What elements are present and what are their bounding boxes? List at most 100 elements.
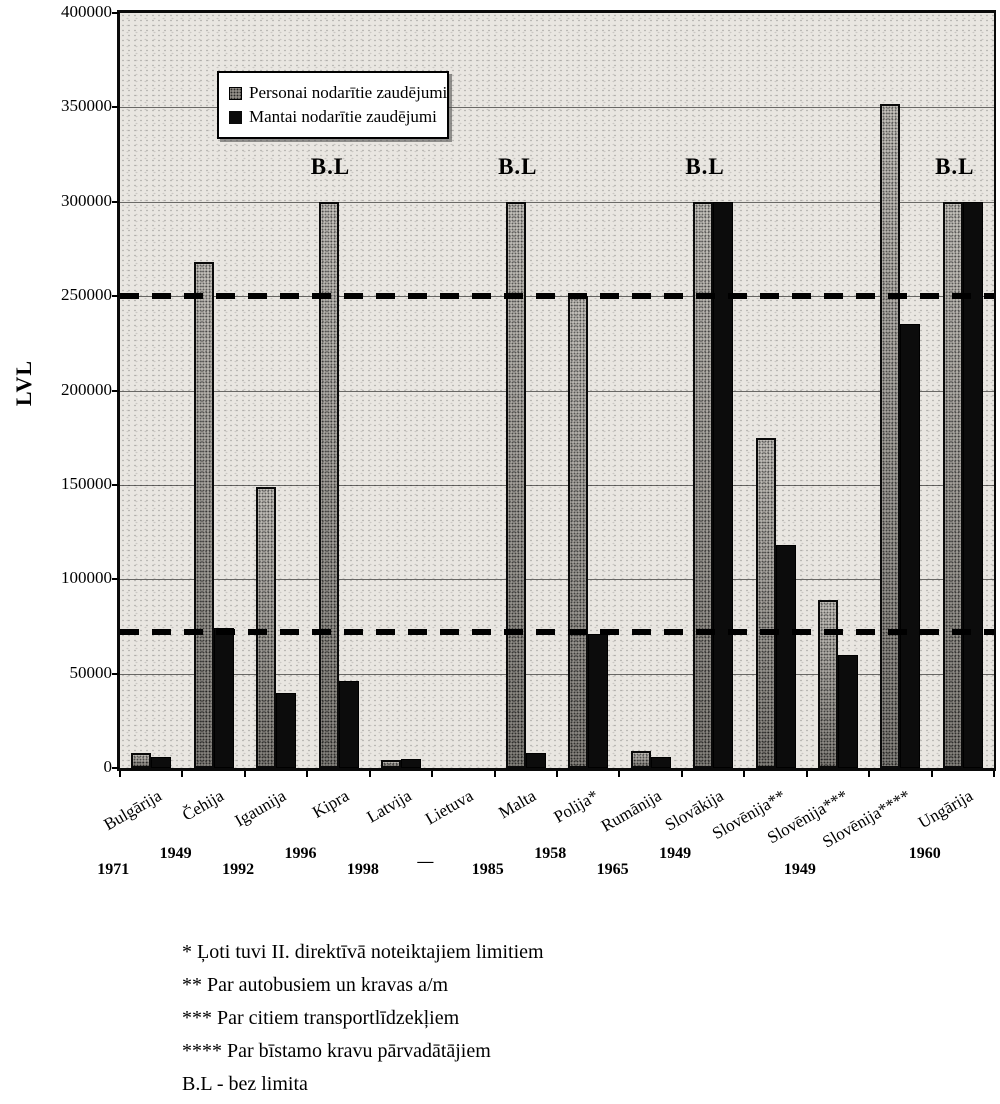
bar-mantai-Slovēnija**** <box>900 324 921 768</box>
year-label-Igaunija: 1992 <box>222 861 255 878</box>
footnote-3: *** Par citiem transportlīdzekļiem <box>182 1007 460 1029</box>
y-axis-title: LVL <box>11 359 36 407</box>
gridline-100000 <box>120 579 994 581</box>
bar-mantai-Malta <box>525 752 546 768</box>
bar-mantai-Rumānija <box>650 756 671 768</box>
no-limit-label-Ungārija: B.L <box>935 153 975 179</box>
gridline-150000 <box>120 484 994 486</box>
legend-label-mantai: Mantai nodarītie zaudējumi <box>249 107 437 126</box>
bar-mantai-Igaunija <box>276 692 297 768</box>
x-tick-1 <box>181 771 184 777</box>
year-label-Slovēnija***: 1949 <box>783 861 816 878</box>
x-tick-0 <box>119 771 121 777</box>
year-label-Polija*: 1958 <box>534 845 567 862</box>
year-label-Ungārija: 1960 <box>908 845 941 862</box>
x-tick-13 <box>930 771 933 777</box>
bar-personai-Latvija <box>380 760 401 768</box>
bar-mantai-Polija* <box>588 634 609 768</box>
year-label-Bulgārija: 1971 <box>97 861 130 878</box>
no-limit-label-Slovākija: B.L <box>685 153 725 179</box>
y-tick-label-150000: 150000 <box>61 473 112 493</box>
bar-personai-Slovēnija*** <box>817 600 838 768</box>
y-tick-label-400000: 400000 <box>61 2 112 21</box>
dashed-reference-line-72000 <box>120 629 994 636</box>
bar-personai-Malta <box>505 201 526 768</box>
bar-mantai-Latvija <box>400 758 421 768</box>
gridline-300000 <box>120 201 994 203</box>
footnote-2: ** Par autobusiem un kravas a/m <box>182 974 449 996</box>
bar-personai-Kipra <box>318 201 339 768</box>
footnotes: * Ļoti tuvi II. direktīvā noteiktajiem l… <box>182 941 544 1104</box>
x-label-Rumānija: Rumānija <box>597 786 665 836</box>
bar-mantai-Čehija <box>213 628 234 768</box>
no-limit-label-Malta: B.L <box>498 153 538 179</box>
gridline-50000 <box>120 673 994 675</box>
bar-mantai-Kipra <box>338 681 359 768</box>
legend-swatch-personai <box>229 86 242 100</box>
bar-mantai-Ungārija <box>962 201 983 768</box>
y-tick-label-250000: 250000 <box>61 285 112 305</box>
x-label-Bulgārija: Bulgārija <box>100 786 165 835</box>
x-tick-6 <box>493 771 496 777</box>
bar-mantai-Slovēnija*** <box>837 654 858 768</box>
legend-swatch-mantai <box>229 110 242 124</box>
year-label-Rumānija: 1965 <box>596 861 629 878</box>
bar-personai-Slovākija <box>693 201 714 768</box>
y-tick-0 <box>112 767 119 769</box>
year-label-Slovākija: 1949 <box>659 845 692 862</box>
x-label-Ungārija: Ungārija <box>915 786 977 833</box>
x-tick-7 <box>556 771 558 777</box>
plot-area: Personai nodarītie zaudējumi Mantai noda… <box>117 10 996 771</box>
bar-mantai-Bulgārija <box>151 756 172 768</box>
x-label-Malta: Malta <box>495 786 540 823</box>
y-tick-150000 <box>112 483 119 486</box>
y-tick-400000 <box>112 12 119 14</box>
y-tick-label-200000: 200000 <box>61 379 112 399</box>
year-label-Latvija: 1998 <box>346 861 379 878</box>
footnote-4: **** Par bīstamo kravu pārvadātājiem <box>182 1040 491 1062</box>
gridline-350000 <box>120 107 994 109</box>
y-tick-label-100000: 100000 <box>61 568 112 588</box>
footnote-5: B.L - bez limita <box>182 1073 308 1095</box>
y-tick-label-50000: 50000 <box>69 662 113 682</box>
x-tick-9 <box>680 771 683 777</box>
x-label-Igaunija: Igaunija <box>231 786 290 831</box>
bar-personai-Ungārija <box>942 201 963 768</box>
x-label-Čehija: Čehija <box>179 786 228 825</box>
y-tick-300000 <box>112 200 119 203</box>
x-tick-14 <box>993 771 995 777</box>
y-tick-200000 <box>112 389 119 392</box>
x-tick-2 <box>243 771 246 777</box>
gridline-200000 <box>120 390 994 392</box>
x-tick-3 <box>306 771 309 777</box>
footnote-1: * Ļoti tuvi II. direktīvā noteiktajiem l… <box>182 941 544 963</box>
x-label-Polija*: Polija* <box>550 786 602 827</box>
x-label-Lietuva: Lietuva <box>422 786 477 829</box>
y-tick-350000 <box>112 106 119 109</box>
y-tick-100000 <box>112 578 119 581</box>
legend-label-personai: Personai nodarītie zaudējumi <box>249 83 448 102</box>
y-tick-50000 <box>112 672 119 675</box>
x-tick-5 <box>431 771 434 777</box>
bar-mantai-Slovākija <box>713 201 734 768</box>
bar-personai-Slovēnija** <box>755 437 776 768</box>
dashed-reference-line-250000 <box>120 293 994 300</box>
x-label-Latvija: Latvija <box>363 786 415 827</box>
legend-item-mantai: Mantai nodarītie zaudējumi <box>229 105 443 129</box>
y-tick-label-350000: 350000 <box>61 96 112 116</box>
bar-personai-Igaunija <box>256 486 277 768</box>
year-label-Malta: 1985 <box>471 861 504 878</box>
legend: Personai nodarītie zaudējumi Mantai noda… <box>217 71 449 139</box>
bar-personai-Bulgārija <box>131 752 152 768</box>
y-tick-label-300000: 300000 <box>61 190 112 210</box>
x-tick-10 <box>743 771 746 777</box>
year-label-Kipra: 1996 <box>284 845 317 862</box>
no-limit-label-Kipra: B.L <box>310 153 351 179</box>
x-tick-12 <box>868 771 871 777</box>
x-tick-4 <box>368 771 371 777</box>
y-tick-label-0: 0 <box>103 757 113 776</box>
x-tick-11 <box>805 771 808 777</box>
bar-personai-Čehija <box>193 262 214 768</box>
bar-personai-Slovēnija**** <box>880 103 901 768</box>
